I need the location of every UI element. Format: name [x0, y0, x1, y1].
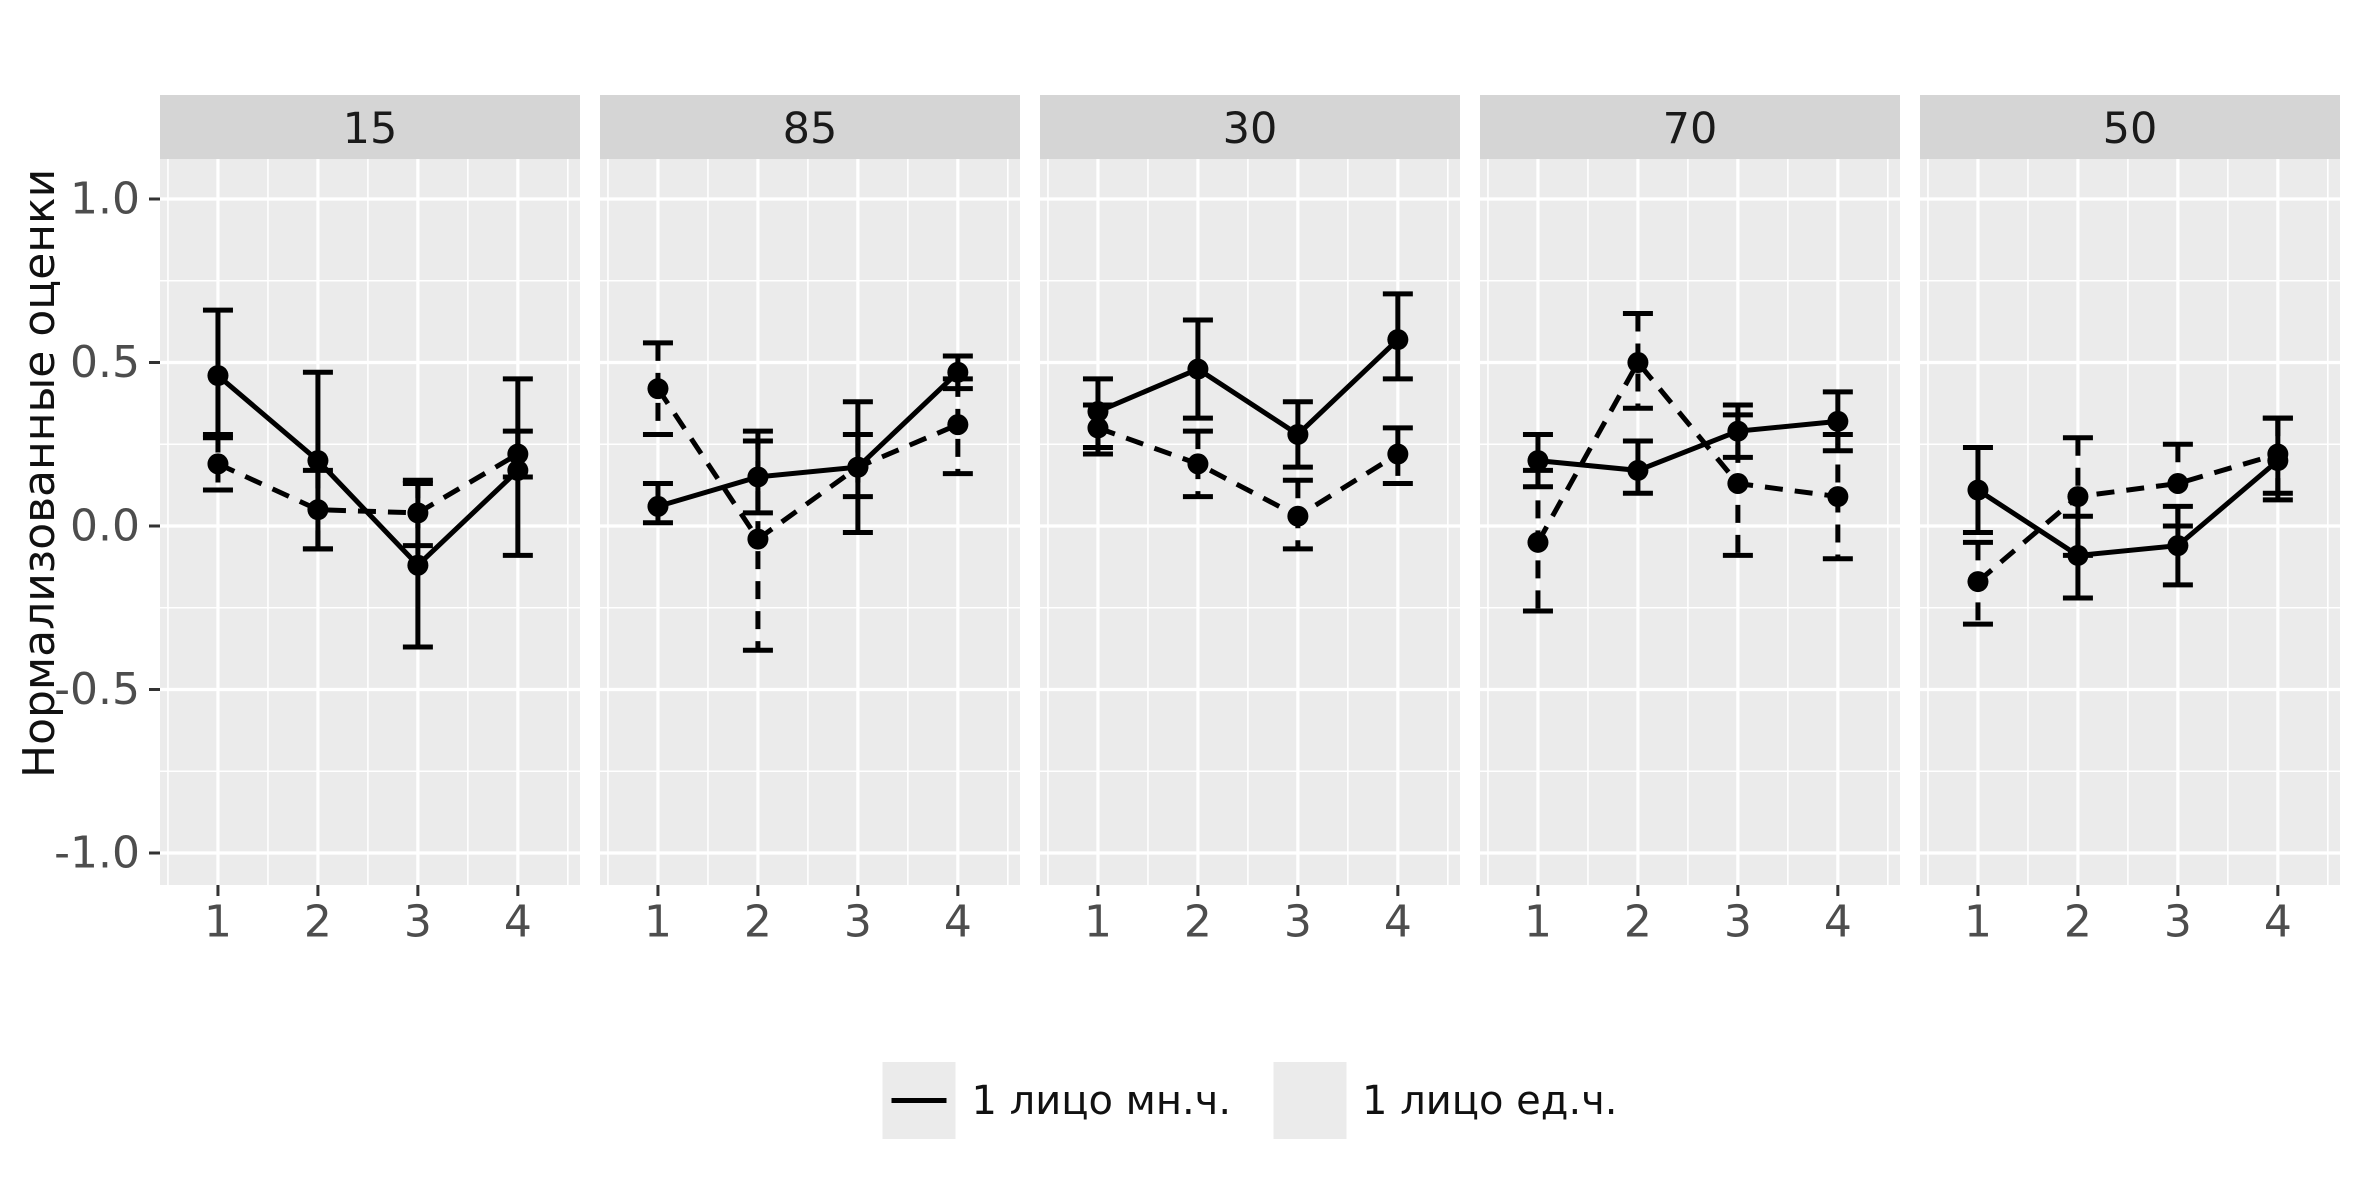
series-line-dashed	[1976, 451, 2279, 584]
legend-key-box	[891, 1062, 1347, 1139]
data-point	[1727, 420, 1749, 442]
data-point	[1827, 486, 1849, 508]
x-tick-label: 4	[2264, 897, 2292, 948]
data-point	[1627, 459, 1649, 481]
data-point	[2067, 486, 2089, 508]
series-line-solid	[1537, 418, 1839, 473]
x-tick-label: 2	[304, 897, 332, 948]
series-line-dashed	[216, 451, 520, 516]
x-tick-label: 4	[944, 897, 972, 948]
data-point	[947, 361, 969, 383]
data-point	[2167, 472, 2189, 494]
legend: 1 лицо мн.ч. 1 лицо ед.ч.	[882, 1062, 1618, 1139]
x-tick-label: 1	[1524, 897, 1552, 948]
facet-50: 50 1 2 3 4	[1920, 95, 2340, 948]
data-point	[747, 528, 769, 550]
series-line-solid	[657, 370, 960, 509]
data-point	[1967, 479, 1989, 501]
series-line-dashed	[1535, 358, 1839, 544]
x-tick-label: 3	[2164, 897, 2192, 948]
facet-strip	[600, 95, 1020, 159]
data-point	[207, 365, 229, 387]
x-tick-label: 2	[1184, 897, 1212, 948]
x-tick-label: 4	[1384, 897, 1412, 948]
facet-strip	[1040, 95, 1460, 159]
facet-strip-label: 85	[783, 104, 838, 154]
x-tick-label: 1	[1964, 897, 1992, 948]
facet-strip-label: 15	[343, 104, 398, 154]
data-point	[1527, 531, 1549, 553]
x-tick-label: 2	[1624, 897, 1652, 948]
x-tick-label: 1	[204, 897, 232, 948]
data-point	[647, 378, 669, 400]
facet-strip	[1920, 95, 2340, 159]
data-point	[1627, 352, 1649, 373]
error-bar	[1382, 425, 1413, 486]
data-point	[647, 495, 669, 517]
data-point	[1527, 450, 1549, 472]
x-tick-label: 1	[644, 897, 672, 948]
data-point	[2067, 544, 2089, 566]
facet-30: 30 1 2 3 4	[1040, 95, 1460, 948]
data-point	[1387, 443, 1409, 465]
facet-strip	[160, 95, 580, 159]
x-tick-label: 3	[1724, 897, 1752, 948]
x-tick-label: 2	[744, 897, 772, 948]
y-tick-label: -1.0	[54, 828, 140, 879]
y-tick-label: 0.0	[70, 501, 140, 552]
x-tick-label: 3	[844, 897, 872, 948]
legend-label: 1 лицо мн.ч.	[971, 1077, 1232, 1124]
y-tick-label: -0.5	[54, 664, 140, 715]
facet-strip	[1480, 95, 1900, 159]
series-line-solid	[1976, 458, 2280, 559]
series-line-dashed	[1097, 425, 1400, 520]
series-line-dashed	[655, 387, 959, 543]
data-point	[1727, 472, 1749, 494]
legend-item-singular: 1 лицо ед.ч.	[891, 1062, 1618, 1139]
data-point	[1287, 505, 1309, 527]
data-point	[2267, 443, 2289, 465]
y-tick-label: 1.0	[70, 174, 140, 225]
series-line-solid	[1096, 337, 1400, 438]
data-point	[1187, 453, 1209, 475]
x-tick-label: 3	[1284, 897, 1312, 948]
facet-strip-label: 70	[1663, 104, 1718, 154]
data-point	[1387, 329, 1409, 351]
data-point	[1967, 571, 1989, 593]
x-tick-label: 1	[1084, 897, 1112, 948]
x-tick-label: 4	[1824, 897, 1852, 948]
legend-label: 1 лицо ед.ч.	[1362, 1077, 1618, 1124]
x-tick-label: 3	[404, 897, 432, 948]
data-point	[1087, 417, 1109, 439]
data-point	[847, 456, 869, 478]
data-point	[2167, 535, 2189, 557]
x-tick-label: 4	[504, 897, 532, 948]
data-point	[507, 443, 529, 465]
x-tick-label: 2	[2064, 897, 2092, 948]
data-point	[1187, 358, 1209, 380]
y-tick-label: 0.5	[70, 337, 140, 388]
error-bar	[202, 431, 233, 493]
data-point	[407, 502, 429, 524]
data-point	[1087, 401, 1109, 423]
legend-item-plural: 1 лицо мн.ч.	[882, 1062, 1232, 1139]
data-point	[307, 450, 329, 472]
data-point	[1287, 423, 1309, 445]
data-point	[307, 499, 329, 521]
data-point	[507, 459, 529, 481]
y-axis-title: Нормализованные оценки	[14, 168, 65, 778]
data-point	[407, 554, 429, 576]
data-point	[947, 414, 969, 436]
facet-strip-label: 50	[2103, 104, 2158, 154]
facet-70: 70 1 2 3 4	[1480, 95, 1900, 948]
facet-85: 85 1 2 3 4	[600, 95, 1020, 948]
facet-strip-label: 30	[1223, 104, 1278, 154]
facet-15: 15 1 2 3 4	[160, 95, 580, 948]
data-point	[747, 466, 769, 488]
dashed-line-icon	[891, 1098, 947, 1103]
data-point	[1827, 410, 1849, 432]
data-point	[207, 453, 229, 475]
